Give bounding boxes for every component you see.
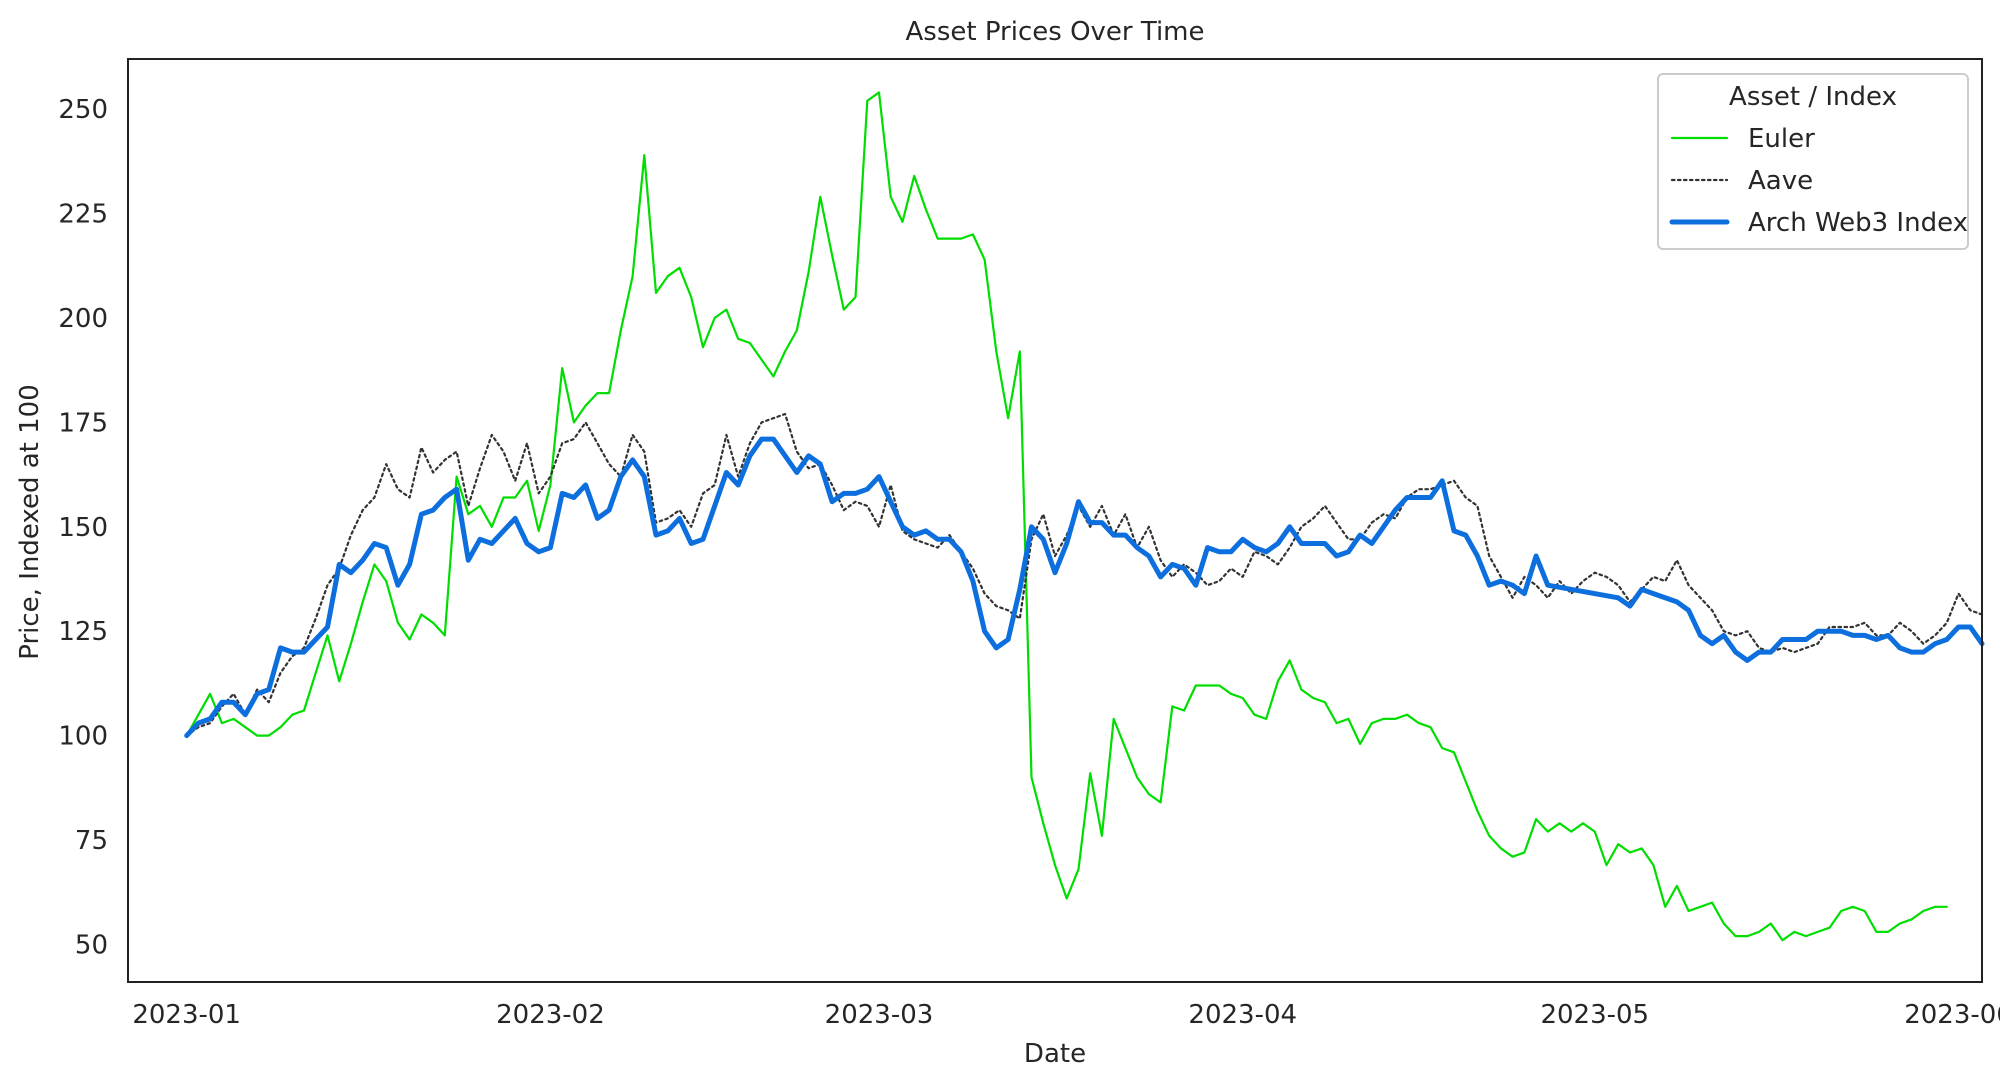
series-line-euler: [185, 91, 1948, 942]
y-tick-label: 50: [75, 930, 108, 960]
legend-entries: Euler Aave Arch Web3 Index: [1669, 124, 1968, 238]
legend-box: [1657, 73, 1969, 250]
y-tick-label: 75: [75, 826, 108, 856]
series-line-arch-web3-index: [184, 436, 1985, 739]
x-tick-label: 2023-05: [1540, 1000, 1649, 1030]
chart-title: Asset Prices Over Time: [906, 17, 1205, 47]
legend: Asset / Index Euler Aave Arch Web3 Index: [1657, 73, 1969, 250]
y-tick-label: 100: [58, 722, 108, 752]
y-tick-label: 200: [58, 304, 108, 334]
series-line-aave: [185, 412, 1984, 737]
x-axis-ticks: 2023-01 2023-02 2023-03 2023-04 2023-05 2023-…: [132, 1000, 2000, 1030]
y-tick-label: 250: [58, 95, 108, 125]
x-tick-label: 2023-06: [1904, 1000, 2000, 1030]
x-tick-label: 2023-02: [496, 1000, 605, 1030]
y-tick-label: 125: [58, 617, 108, 647]
x-axis-label: Date: [1024, 1039, 1086, 1069]
legend-label-aave: Aave: [1748, 166, 1813, 196]
x-tick-label: 2023-04: [1188, 1000, 1297, 1030]
axes-frame: [127, 58, 1983, 983]
y-tick-label: 225: [58, 200, 108, 230]
plot-area: [184, 91, 1985, 942]
legend-title: Asset / Index: [1729, 82, 1897, 112]
x-tick-label: 2023-01: [132, 1000, 241, 1030]
y-axis-ticks: 50 75 100 125 150 175 200 225 250: [58, 95, 108, 960]
legend-label-arch-web3-index: Arch Web3 Index: [1748, 208, 1968, 238]
legend-label-euler: Euler: [1748, 124, 1815, 154]
y-tick-label: 150: [58, 513, 108, 543]
y-tick-label: 175: [58, 408, 108, 438]
x-tick-label: 2023-03: [825, 1000, 934, 1030]
y-axis-label: Price, Indexed at 100: [15, 384, 45, 660]
